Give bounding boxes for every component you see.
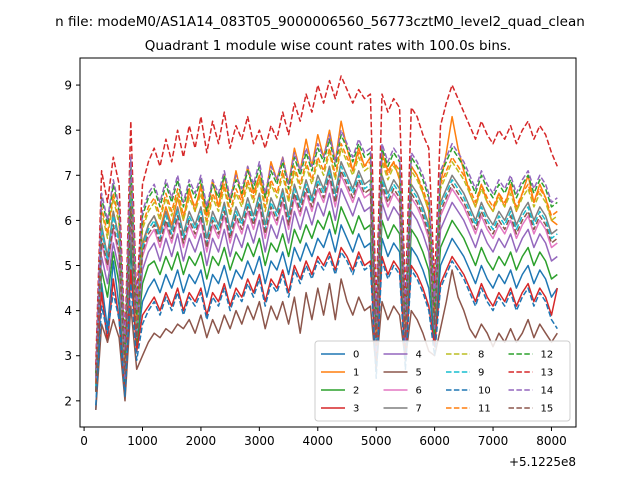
series-line-8: [95, 147, 558, 379]
x-tick-label: 5000: [361, 434, 392, 448]
legend-label-3: 3: [353, 404, 359, 415]
series-line-12: [95, 133, 558, 374]
x-tick-label: 4000: [303, 434, 334, 448]
legend-label-11: 11: [478, 404, 491, 415]
y-axis: 2 3 4 5 6 7 8 9: [64, 79, 80, 408]
y-tick-label: 5: [64, 259, 72, 273]
x-axis: 0 1000 2000 3000 4000 5000 6000 7000 8000: [80, 427, 567, 448]
x-tick-label: 2000: [186, 434, 217, 448]
y-tick-label: 2: [64, 394, 72, 408]
y-tick-label: 4: [64, 304, 72, 318]
x-tick-label: 0: [80, 434, 88, 448]
legend-box: [314, 340, 571, 422]
y-tick-label: 6: [64, 214, 72, 228]
y-tick-label: 7: [64, 169, 72, 183]
legend-label-7: 7: [416, 404, 422, 415]
y-tick-label: 8: [64, 124, 72, 138]
series-line-7: [95, 161, 558, 374]
legend-label-4: 4: [416, 350, 422, 361]
y-tick-label: 9: [64, 79, 72, 93]
legend-label-10: 10: [478, 386, 491, 397]
series-line-0: [95, 224, 558, 410]
legend-label-13: 13: [541, 368, 554, 379]
x-tick-label: 3000: [244, 434, 275, 448]
legend-label-5: 5: [416, 368, 422, 379]
series-line-5: [95, 269, 558, 410]
series-line-4: [95, 188, 558, 380]
legend-label-14: 14: [541, 386, 554, 397]
series-line-15: [95, 170, 558, 392]
legend-label-6: 6: [416, 386, 422, 397]
series-line-11: [95, 142, 558, 383]
legend-label-8: 8: [478, 350, 484, 361]
series-line-14: [95, 129, 558, 379]
legend-label-15: 15: [541, 404, 554, 415]
legend-label-0: 0: [353, 350, 359, 361]
series-line-6: [95, 174, 558, 383]
series-line-2: [95, 206, 558, 392]
x-tick-label: 8000: [536, 434, 567, 448]
legend-label-2: 2: [353, 386, 359, 397]
x-tick-label: 6000: [419, 434, 450, 448]
plot-lines: [95, 75, 559, 410]
legend-label-1: 1: [353, 368, 359, 379]
x-tick-label: 7000: [478, 434, 509, 448]
series-line-10: [95, 251, 558, 406]
x-offset-label: +5.1225e8: [509, 455, 576, 469]
series-line-3: [95, 246, 559, 398]
chart-title: Quadrant 1 module wise count rates with …: [145, 38, 511, 54]
series-line-9: [95, 165, 558, 388]
legend-label-12: 12: [541, 350, 554, 361]
legend-label-9: 9: [478, 368, 484, 379]
figure-suptitle: n file: modeM0/AS1A14_083T05_9000006560_…: [55, 14, 585, 30]
x-tick-label: 1000: [127, 434, 158, 448]
y-tick-label: 3: [64, 349, 72, 363]
plot-frame: [79, 57, 577, 428]
series-line-13: [95, 75, 558, 365]
